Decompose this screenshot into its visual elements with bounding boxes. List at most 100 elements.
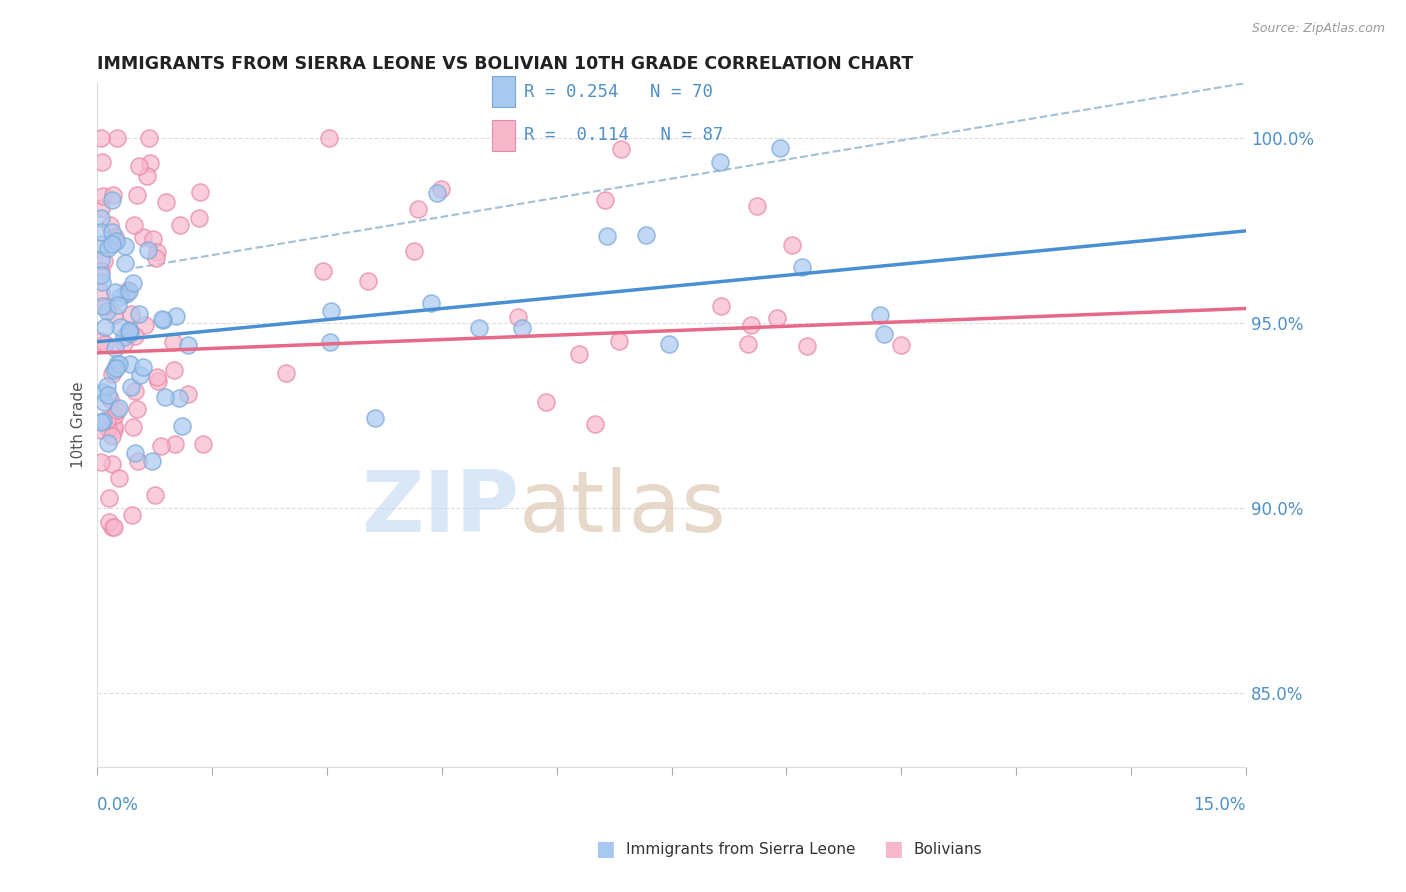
Point — [107, 297, 129, 311]
Point — [430, 182, 453, 196]
Point — [610, 142, 633, 156]
Point — [104, 230, 127, 244]
Point — [115, 287, 138, 301]
Point — [101, 520, 124, 534]
Point — [96, 379, 118, 393]
Point — [101, 225, 124, 239]
Point — [426, 186, 449, 200]
Point — [607, 334, 630, 348]
Point — [163, 437, 186, 451]
Point — [90, 415, 112, 429]
Point — [96, 304, 118, 318]
Point — [103, 423, 125, 437]
Point — [90, 334, 112, 348]
Point — [120, 380, 142, 394]
Point — [103, 419, 125, 434]
Point — [107, 470, 129, 484]
Point — [103, 309, 125, 323]
Point — [141, 454, 163, 468]
Point — [165, 310, 187, 324]
Text: IMMIGRANTS FROM SIERRA LEONE VS BOLIVIAN 10TH GRADE CORRELATION CHART: IMMIGRANTS FROM SIERRA LEONE VS BOLIVIAN… — [97, 55, 914, 73]
Point — [104, 285, 127, 300]
Point — [152, 311, 174, 326]
Text: Source: ZipAtlas.com: Source: ZipAtlas.com — [1251, 22, 1385, 36]
Point — [90, 131, 112, 145]
Point — [120, 326, 142, 340]
Point — [105, 360, 128, 375]
Point — [124, 328, 146, 343]
Text: 15.0%: 15.0% — [1194, 797, 1246, 814]
Point — [117, 285, 139, 299]
Point — [120, 307, 142, 321]
Text: 0.0%: 0.0% — [97, 797, 139, 814]
Point — [890, 338, 912, 352]
Point — [765, 310, 787, 325]
Point — [146, 374, 169, 388]
Point — [406, 202, 429, 217]
Point — [318, 334, 340, 349]
Text: atlas: atlas — [519, 467, 727, 549]
Point — [710, 299, 733, 313]
Point — [120, 357, 142, 371]
Point — [131, 230, 153, 244]
Point — [191, 437, 214, 451]
Point — [91, 414, 114, 428]
Text: ■: ■ — [883, 839, 903, 859]
Text: R =  0.114   N = 87: R = 0.114 N = 87 — [524, 126, 724, 144]
Point — [468, 321, 491, 335]
Point — [419, 296, 441, 310]
Point — [101, 457, 124, 471]
Point — [364, 410, 387, 425]
Point — [94, 299, 117, 313]
Point — [124, 384, 146, 398]
Point — [90, 201, 112, 215]
Point — [170, 419, 193, 434]
Point — [536, 394, 558, 409]
Point — [105, 131, 128, 145]
Point — [93, 319, 115, 334]
Point — [163, 363, 186, 377]
Point — [121, 508, 143, 522]
Point — [155, 194, 177, 209]
Point — [129, 368, 152, 383]
Point — [135, 169, 157, 183]
Point — [90, 211, 112, 226]
Point — [114, 256, 136, 270]
Point — [138, 131, 160, 145]
Point — [117, 325, 139, 339]
Point — [125, 401, 148, 416]
Point — [318, 131, 340, 145]
Point — [506, 310, 529, 325]
Point — [768, 141, 790, 155]
Point — [104, 341, 127, 355]
Point — [108, 401, 131, 415]
Point — [91, 299, 114, 313]
Point — [107, 357, 129, 371]
Point — [567, 347, 589, 361]
Text: Bolivians: Bolivians — [914, 842, 983, 856]
Point — [510, 320, 533, 334]
Point — [93, 394, 115, 409]
Point — [101, 428, 124, 442]
Point — [274, 367, 297, 381]
Point — [90, 268, 112, 283]
Point — [872, 327, 894, 342]
Point — [94, 337, 117, 351]
Bar — [492, 120, 515, 152]
Point — [596, 229, 619, 244]
Point — [97, 515, 120, 529]
Point — [127, 454, 149, 468]
Point — [105, 403, 128, 417]
Point — [93, 253, 115, 268]
Point — [90, 225, 112, 239]
Point — [188, 211, 211, 226]
Point — [90, 253, 112, 268]
Point — [869, 309, 891, 323]
Point — [177, 338, 200, 352]
Point — [709, 155, 731, 169]
Point — [312, 264, 335, 278]
Point — [90, 423, 112, 437]
Point — [740, 318, 762, 332]
Point — [357, 274, 380, 288]
Text: ■: ■ — [595, 839, 614, 859]
